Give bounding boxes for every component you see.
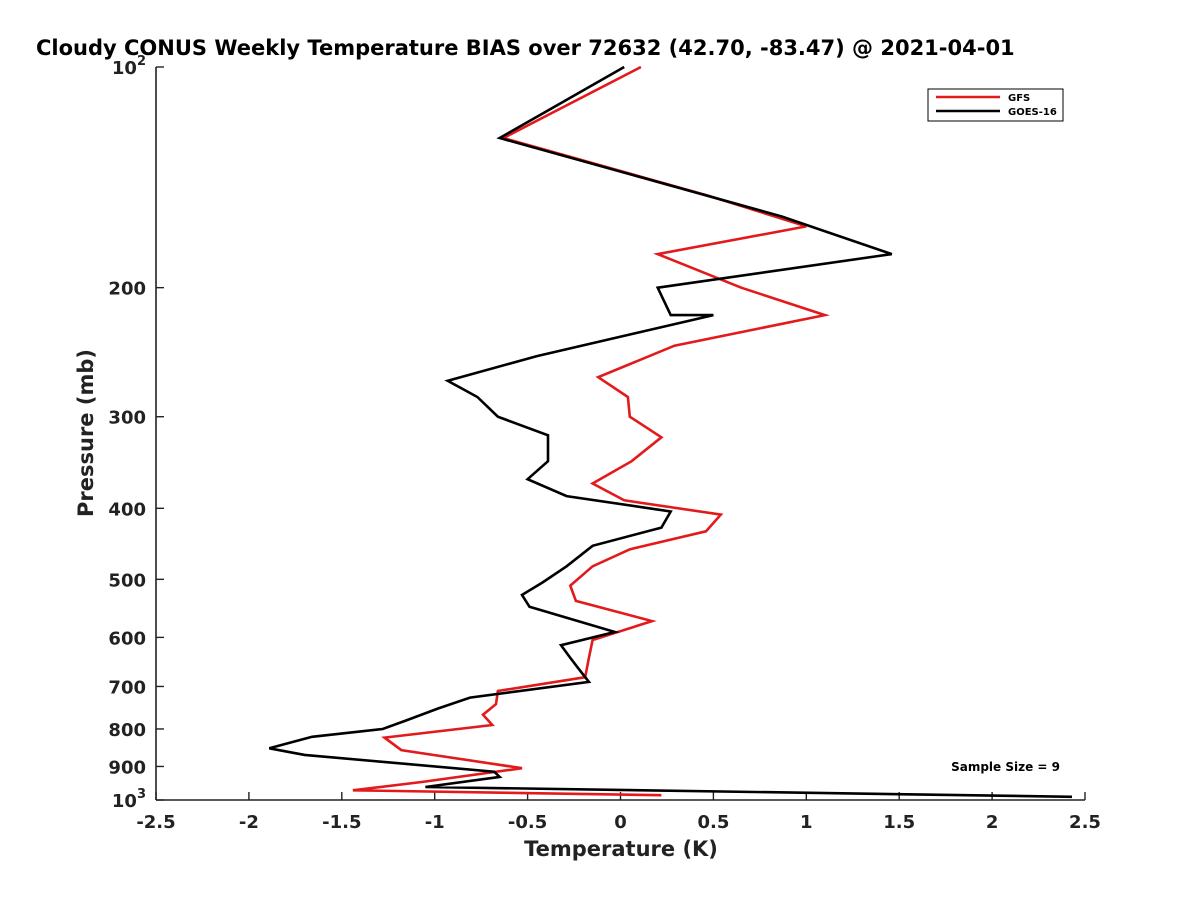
y-tick-label: 400 (108, 499, 146, 520)
y-tick-label: 103 (112, 787, 146, 812)
y-tick-label: 700 (108, 677, 146, 698)
series-line-gfs (352, 65, 830, 797)
legend-box (927, 88, 1064, 122)
y-tick-base: 300 (108, 408, 146, 429)
y-tick-exponent: 2 (137, 54, 146, 69)
x-tick-label: -1 (425, 812, 445, 833)
y-tick-label: 600 (108, 628, 146, 649)
y-tick-label: 900 (108, 757, 146, 778)
y-tick-base: 200 (108, 279, 146, 300)
y-tick-base: 500 (108, 570, 146, 591)
axes (155, 67, 1085, 801)
x-axis-label: Temperature (K) (524, 837, 718, 861)
y-tick-base: 400 (108, 499, 146, 520)
y-tick-base: 700 (108, 677, 146, 698)
x-tick-label: 1.5 (883, 812, 915, 833)
x-ticks: -2.5 -2 -1.5 -1 -0.5 0 0.5 1 1.5 2 2.5 (136, 792, 1101, 833)
x-tick-label: -2 (239, 812, 259, 833)
x-tick-label: 2.5 (1069, 812, 1101, 833)
y-tick-label: 200 (108, 279, 146, 300)
series-layer (268, 65, 1073, 799)
y-tick-label: 300 (108, 408, 146, 429)
y-tick-exponent: 3 (137, 787, 146, 802)
y-axis-label: Pressure (mb) (74, 349, 98, 517)
x-tick-label: -0.5 (508, 812, 547, 833)
legend-label: GOES-16 (1008, 107, 1057, 118)
x-tick-label: 2 (986, 812, 999, 833)
y-tick-base: 10 (112, 791, 137, 812)
x-tick-label: 1 (800, 812, 813, 833)
chart-title: Cloudy CONUS Weekly Temperature BIAS ove… (36, 36, 1015, 60)
legend: GFS GOES-16 (927, 88, 1064, 122)
legend-label: GFS (1008, 93, 1030, 104)
y-tick-base: 600 (108, 628, 146, 649)
y-tick-label: 102 (112, 54, 146, 79)
y-tick-base: 900 (108, 757, 146, 778)
x-tick-label: -1.5 (322, 812, 361, 833)
x-tick-label: -2.5 (136, 812, 175, 833)
y-tick-base: 800 (108, 720, 146, 741)
y-tick-label: 500 (108, 570, 146, 591)
x-tick-label: 0.5 (697, 812, 729, 833)
y-tick-base: 10 (112, 58, 137, 79)
series-line-goes-16 (268, 65, 1073, 799)
sample-size-annotation: Sample Size = 9 (951, 760, 1060, 774)
x-tick-label: 0 (614, 812, 627, 833)
y-tick-label: 800 (108, 720, 146, 741)
